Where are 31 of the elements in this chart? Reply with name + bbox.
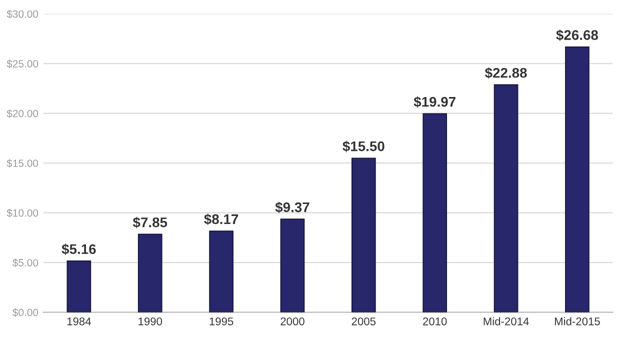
bar [351,158,376,312]
bar [565,46,590,312]
y-tick-label: $30.00 [6,10,38,18]
bar [209,230,234,312]
bar [280,218,305,312]
data-label: $15.50 [342,140,384,152]
bar [422,113,448,312]
x-tick-label: 1995 [210,317,234,326]
bar [494,84,518,312]
x-tick-label: 2005 [352,317,376,326]
x-tick-label: 2000 [280,317,304,326]
y-tick-label: $20.00 [6,109,38,118]
y-tick-label: $25.00 [6,60,38,68]
bar [66,260,92,312]
data-label: $22.88 [484,67,527,79]
data-label: $9.37 [275,202,310,214]
x-tick-label: Mid-2014 [484,317,529,326]
data-label: $5.16 [62,244,96,255]
x-tick-label: 1984 [67,317,91,326]
x-tick-label: 2010 [423,317,447,326]
bar [138,234,162,312]
y-tick-label: $0.00 [12,308,38,317]
data-label: $7.85 [132,216,168,228]
data-label: $19.97 [414,96,456,108]
x-tick-label: 1990 [138,317,162,326]
y-tick-label: $15.00 [6,159,38,168]
data-label: $8.17 [204,214,238,226]
y-tick-label: $5.00 [12,258,38,268]
x-tick-label: Mid-2015 [554,317,600,326]
y-tick-label: $10.00 [6,208,38,218]
data-label: $26.68 [556,30,598,41]
